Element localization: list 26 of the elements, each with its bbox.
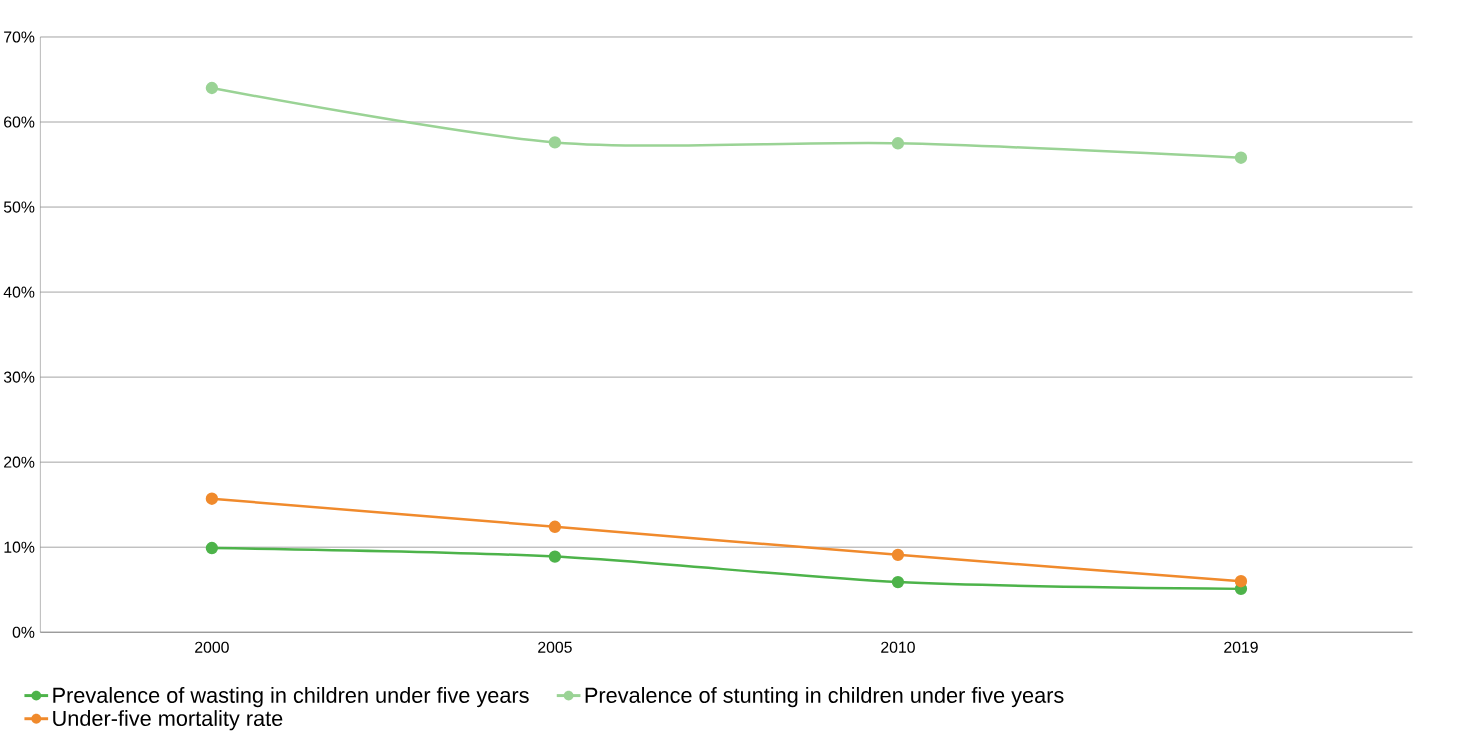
point bbox=[205, 492, 219, 505]
y-tick-label: 30% bbox=[3, 371, 35, 383]
point bbox=[548, 520, 562, 533]
legend-label: Prevalence of stunting in children under five years bbox=[585, 686, 1064, 708]
point bbox=[891, 548, 905, 561]
x-tick-label: 2005 bbox=[538, 641, 572, 653]
legend-label: Under-five mortality rate bbox=[53, 709, 283, 731]
point bbox=[891, 575, 905, 589]
x-tick-label: 2000 bbox=[195, 641, 229, 653]
y-tick-label: 0% bbox=[12, 626, 35, 638]
y-tick-label: 70% bbox=[4, 31, 35, 43]
y-tick-label: 50% bbox=[3, 201, 35, 213]
point bbox=[205, 81, 219, 94]
point bbox=[548, 550, 562, 563]
point bbox=[891, 136, 905, 150]
y-tick-label: 60% bbox=[4, 116, 35, 128]
point bbox=[205, 541, 219, 555]
point bbox=[1234, 574, 1248, 588]
point bbox=[1234, 151, 1248, 164]
point bbox=[548, 136, 562, 149]
x-tick-label: 2010 bbox=[881, 641, 915, 653]
y-tick-label: 20% bbox=[4, 456, 35, 468]
legend-label: Prevalence of wasting in children under five years bbox=[53, 686, 529, 708]
x-tick-label: 2019 bbox=[1224, 641, 1258, 653]
y-tick-label: 10% bbox=[4, 541, 35, 553]
y-tick-label: 40% bbox=[3, 286, 35, 298]
